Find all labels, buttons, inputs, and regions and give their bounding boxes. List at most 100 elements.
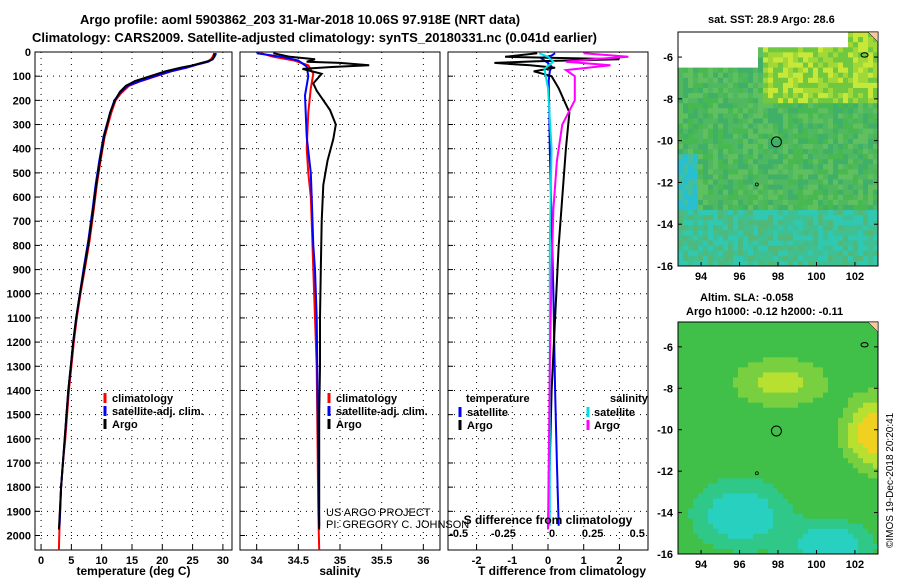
map-cell [803,448,809,454]
map-cell [748,458,754,464]
map-cell [743,250,749,257]
map-cell [678,62,684,69]
map-cell [778,377,784,384]
map-cell [798,255,804,262]
map-cell [763,154,769,160]
map-cell [768,138,774,145]
map-cell [733,357,739,363]
map-cell [768,407,774,414]
map-cell [798,57,804,64]
map-cell [683,327,689,333]
map-cell [873,372,878,379]
map-cell [718,62,724,69]
map-cell [723,528,729,535]
map-cell [788,225,794,231]
map-cell [783,260,789,266]
map-cell [833,184,839,191]
map-cell [818,159,824,165]
map-cell [713,453,719,459]
map-cell [828,108,834,114]
map-cell [788,543,794,550]
map-cell [833,57,839,64]
map-cell [813,138,819,145]
map-cell [693,113,699,120]
map-cell [743,432,749,439]
map-cell [853,362,859,368]
map-cell [853,103,859,109]
map-cell [813,327,819,333]
map-cell [838,220,844,226]
map-cell [808,508,814,515]
map-cell [758,47,764,53]
map-cell [843,77,849,84]
map-cell [813,528,819,535]
map-cell [853,538,859,545]
map-cell [828,397,834,404]
map-cell [858,204,864,211]
map-cell [868,483,874,490]
map-cell [848,149,854,155]
map-cell [718,82,724,89]
map-cell [703,322,709,328]
map-cell [753,422,759,429]
map-cell [743,87,749,94]
map-cell [818,250,824,257]
map-cell [728,82,734,89]
map-cell [833,123,839,130]
map-cell [813,473,819,479]
map-cell [753,432,759,439]
map-cell [698,93,704,99]
map-cell [693,108,699,114]
map-cell [813,337,819,343]
map-cell [738,548,744,554]
map-cell [723,204,729,211]
map-cell [743,98,749,104]
map-cell [843,498,849,505]
map-cell [683,337,689,343]
map-cell [733,377,739,384]
map-cell [838,204,844,211]
map-cell [853,463,859,469]
map-cell [868,458,874,464]
map-cell [718,47,724,53]
map-cell [718,432,724,439]
map-cell [738,42,744,48]
map-cell [688,327,694,333]
map-cell [873,478,878,484]
map-cell [853,179,859,186]
map-cell [758,230,764,237]
map-cell [843,518,849,525]
map-cell [718,118,724,125]
map-cell [763,402,769,409]
map-cell [838,169,844,176]
map-cell [858,392,864,399]
map-cell [858,402,864,409]
map-cell [858,498,864,505]
map-cell [858,138,864,145]
map-cell [748,493,754,500]
map-cell [813,377,819,384]
map-cell [808,118,814,125]
map-cell [693,412,699,419]
map-cell [848,493,854,500]
map-cell [858,194,864,201]
map-cell [713,42,719,48]
map-cell [788,159,794,165]
map-cell [823,483,829,490]
map-cell [873,493,878,500]
map-cell [703,347,709,353]
map-cell [778,82,784,89]
map-cell [803,362,809,368]
map-cell [773,154,779,160]
map-cell [708,513,714,520]
map-cell [823,57,829,64]
map-cell [698,82,704,89]
x-tick-label: 34.5 [288,555,309,567]
map-cell [698,362,704,368]
map-cell [868,327,874,333]
map-cell [678,82,684,89]
map-cell [753,143,759,150]
map-cell [763,174,769,181]
map-cell [728,67,734,74]
map-cell [803,498,809,505]
